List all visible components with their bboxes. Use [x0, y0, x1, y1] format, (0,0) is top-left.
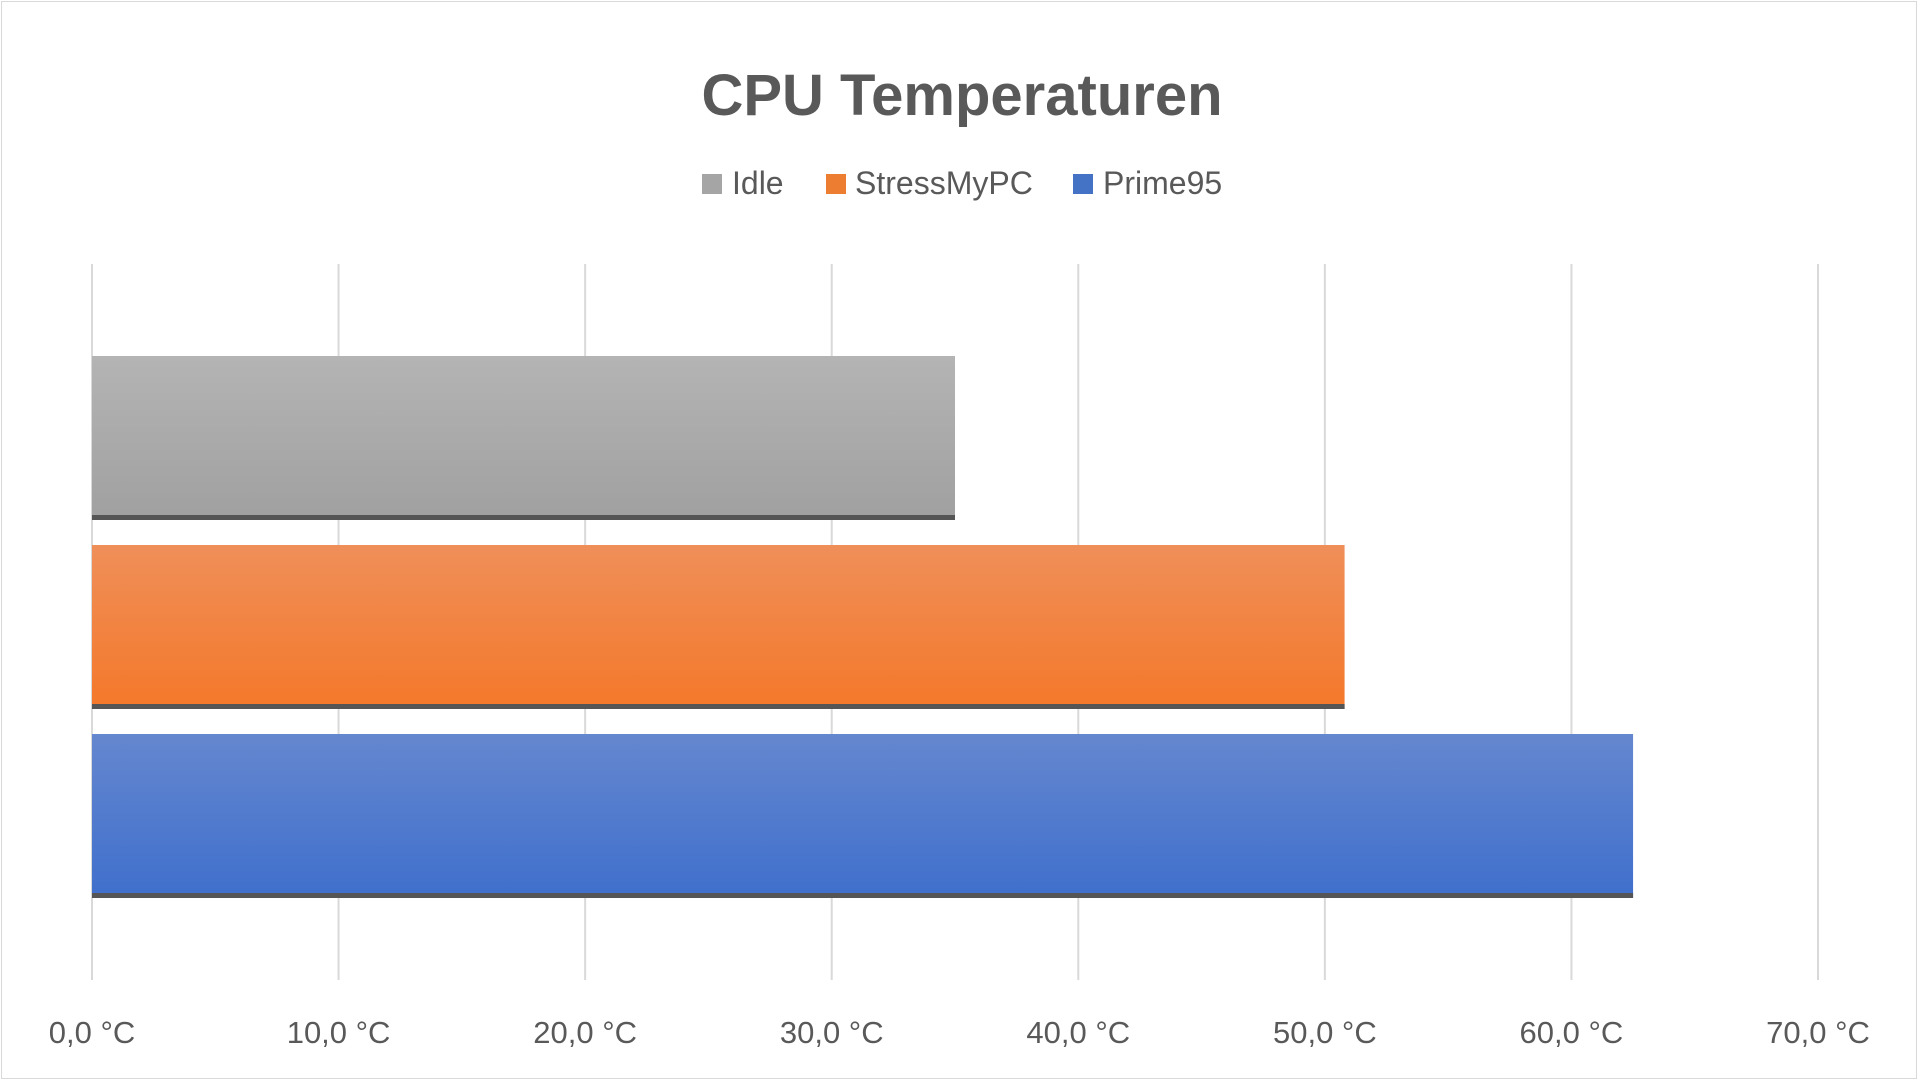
x-tick-label: 0,0 °C — [49, 1015, 136, 1050]
x-tick-label: 60,0 °C — [1520, 1015, 1624, 1050]
bar-shadow-edge — [92, 893, 1634, 898]
legend-item-prime95: Prime95 — [1073, 165, 1222, 201]
legend: Idle StressMyPC Prime95 — [702, 165, 1222, 201]
x-tick-label: 50,0 °C — [1273, 1015, 1377, 1050]
legend-item-idle: Idle — [702, 165, 784, 201]
bar-stressmypc — [92, 545, 1345, 709]
x-axis-tick-labels: 0,0 °C 10,0 °C 20,0 °C 30,0 °C 40,0 °C 50,0 °… — [49, 1015, 1870, 1050]
bar-prime95 — [92, 734, 1634, 898]
legend-item-stressmypc: StressMyPC — [826, 165, 1033, 201]
bars — [92, 356, 1634, 898]
legend-swatch — [826, 174, 846, 194]
chart-title: CPU Temperaturen — [701, 63, 1222, 128]
bar-shadow-edge — [92, 515, 955, 520]
bar-shadow-edge — [92, 704, 1345, 709]
legend-swatch — [1073, 174, 1093, 194]
x-tick-label: 40,0 °C — [1026, 1015, 1130, 1050]
legend-label: Prime95 — [1103, 165, 1222, 201]
legend-label: Idle — [732, 165, 784, 201]
x-tick-label: 10,0 °C — [287, 1015, 391, 1050]
bar-idle — [92, 356, 955, 520]
legend-swatch — [702, 174, 722, 194]
x-tick-label: 20,0 °C — [533, 1015, 637, 1050]
x-tick-label: 30,0 °C — [780, 1015, 884, 1050]
x-tick-label: 70,0 °C — [1766, 1015, 1870, 1050]
legend-label: StressMyPC — [855, 165, 1033, 201]
